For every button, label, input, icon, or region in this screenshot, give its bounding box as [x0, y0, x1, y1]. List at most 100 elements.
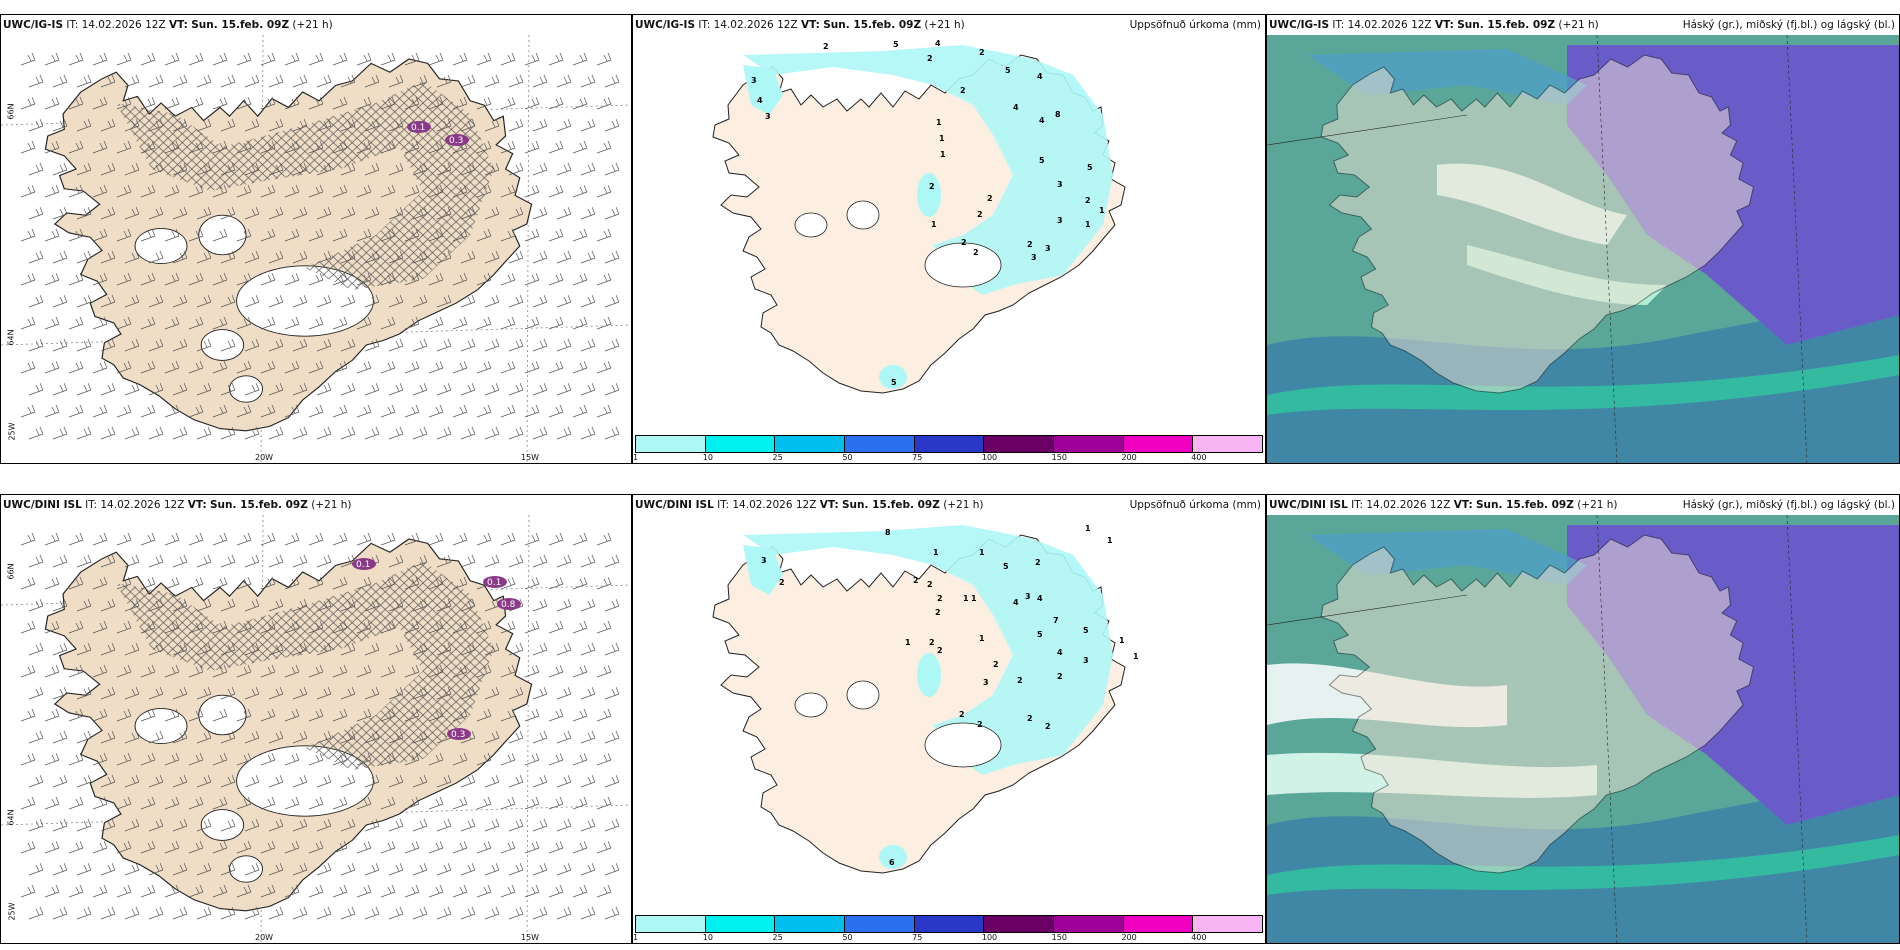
lat-label-66n: 66N: [6, 563, 16, 580]
wind-precip-blob: [407, 121, 431, 133]
precip-amount-label: 2: [961, 238, 967, 247]
colorbar-swatch: [1123, 916, 1194, 932]
lon-label-20w: 20W: [255, 933, 274, 942]
wind-precip-blob: [445, 134, 469, 146]
precip-amount-label: 5: [1005, 66, 1011, 75]
panel-header: UWC/IG-IS IT: 14.02.2026 12Z VT: Sun. 15…: [3, 19, 333, 31]
precip-amount-label: 1: [905, 638, 911, 647]
colorbar-swatch: [775, 916, 846, 932]
wind-map-dini: UWC/DINI ISL IT: 14.02.2026 12Z VT: Sun.…: [0, 494, 632, 944]
colorbar-swatch: [1054, 436, 1124, 452]
colorbar-swatch: [984, 916, 1055, 932]
colorbar-swatch: [636, 436, 706, 452]
lat-label-64n: 64N: [6, 329, 16, 346]
panel-header: UWC/IG-IS IT: 14.02.2026 12Z VT: Sun. 15…: [635, 19, 965, 31]
colorbar-tick-label: 50: [842, 933, 853, 942]
precip-amount-label: 2: [823, 42, 829, 51]
precip-amount-label: 2: [1017, 676, 1023, 685]
colorbar-swatch: [705, 436, 776, 452]
iceland-cloud-svg: [1267, 514, 1899, 943]
precip-amount-label: 4: [1057, 648, 1063, 657]
colorbar-tick-label: 100: [981, 453, 998, 462]
precip-amount-label: 2: [993, 660, 999, 669]
precip-amount-label: 2: [937, 646, 943, 655]
precip-amount-label: 5: [893, 40, 899, 49]
precip-amount-label: 4: [1037, 72, 1043, 81]
iceland-wind-svg: 0.1 0.3: [1, 34, 631, 463]
wind-value-label: 0.3: [451, 730, 465, 740]
precip-amount-label: 4: [935, 39, 941, 48]
precip-amount-label: 4: [1039, 116, 1045, 125]
colorbar-tick-label: 10: [702, 933, 713, 942]
colorbar-swatch: [914, 916, 985, 932]
colorbar-swatch: [984, 436, 1055, 452]
precip-amount-label: 3: [1057, 180, 1063, 189]
precip-amount-label: 2: [913, 576, 919, 585]
precip-amount-label: 1: [1085, 220, 1091, 229]
wind-precip-blob: [352, 558, 376, 570]
precip-amount-label: 3: [761, 556, 767, 565]
colorbar-tick-label: 75: [912, 933, 923, 942]
colorbar-swatch: [1123, 436, 1194, 452]
precip-colorbar: [635, 435, 1263, 453]
colorbar-swatch: [705, 916, 776, 932]
precip-amount-label: 1: [931, 220, 937, 229]
precip-amount-label: 5: [1087, 163, 1093, 172]
colorbar-swatch: [1054, 916, 1124, 932]
wind-value-label: 0.8: [501, 600, 516, 610]
precip-amount-label: 3: [983, 678, 989, 687]
precip-title: Uppsöfnuð úrkoma (mm): [1129, 19, 1261, 31]
colorbar-tick-label: 25: [772, 933, 783, 942]
lat-label-66n: 66N: [6, 103, 16, 120]
lon-label-20w: 20W: [255, 453, 274, 462]
colorbar-tick-label: 1: [633, 933, 639, 942]
precip-amount-label: 2: [779, 578, 785, 587]
colorbar-swatch: [636, 916, 706, 932]
wind-precip-blob: [447, 728, 471, 740]
precip-amount-label: 1: [936, 118, 942, 127]
precip-amount-label: 2: [979, 48, 985, 57]
precip-amount-label: 1: [1107, 536, 1113, 545]
precip-amount-label: 2: [960, 86, 966, 95]
iceland-wind-svg: 0.1 0.1 0.8 0.3: [1, 514, 631, 943]
colorbar-swatch: [1193, 436, 1263, 452]
precip-amount-label: 1: [979, 548, 985, 557]
colorbar-tick-label: 50: [842, 453, 853, 462]
colorbar-tick-label: 200: [1121, 453, 1137, 462]
precip-amount-label: 5: [1037, 630, 1043, 639]
colorbar-swatch: [845, 436, 915, 452]
precip-amount-label: 3: [1025, 592, 1031, 601]
iceland-cloud-svg: [1267, 34, 1899, 463]
wind-value-label: 0.1: [411, 123, 425, 133]
wind-precip-blob: [497, 598, 521, 610]
precip-amount-label: 8: [885, 528, 891, 537]
precip-map-ig-is: UWC/IG-IS IT: 14.02.2026 12Z VT: Sun. 15…: [632, 14, 1266, 464]
lon-label-15w: 15W: [521, 933, 540, 942]
precip-amount-label: 1: [1099, 206, 1105, 215]
panel-header: UWC/IG-IS IT: 14.02.2026 12Z VT: Sun. 15…: [1269, 19, 1599, 31]
cloud-map-dini: UWC/DINI ISL IT: 14.02.2026 12Z VT: Sun.…: [1266, 494, 1900, 944]
precip-amount-label: 4: [1037, 594, 1043, 603]
colorbar-swatch: [775, 436, 846, 452]
lat-label-64n: 64N: [6, 809, 16, 826]
precip-amount-label: 2: [1027, 714, 1033, 723]
precip-amount-label: 1: [939, 134, 945, 143]
precip-amount-label: 2: [1035, 558, 1041, 567]
precip-colorbar: [635, 915, 1263, 933]
precip-amount-label: 2: [977, 210, 983, 219]
precip-amount-label: 1: [971, 594, 977, 603]
precip-amount-label: 3: [1031, 253, 1037, 262]
precip-amount-label: 2: [1057, 672, 1063, 681]
wind-precip-blob: [483, 576, 507, 588]
precip-amount-label: 2: [927, 54, 933, 63]
panel-header: UWC/DINI ISL IT: 14.02.2026 12Z VT: Sun.…: [1269, 499, 1618, 511]
cloud-title: Háský (gr.), miðský (fj.bl.) og lágský (…: [1682, 499, 1895, 511]
colorbar-tick-label: 10: [702, 453, 713, 462]
precip-amount-label: 1: [940, 150, 946, 159]
cloud-map-ig-is: UWC/IG-IS IT: 14.02.2026 12Z VT: Sun. 15…: [1266, 14, 1900, 464]
precip-map-dini: UWC/DINI ISL IT: 14.02.2026 12Z VT: Sun.…: [632, 494, 1266, 944]
precip-amount-label: 3: [1083, 656, 1089, 665]
precip-amount-label: 4: [1013, 103, 1019, 112]
